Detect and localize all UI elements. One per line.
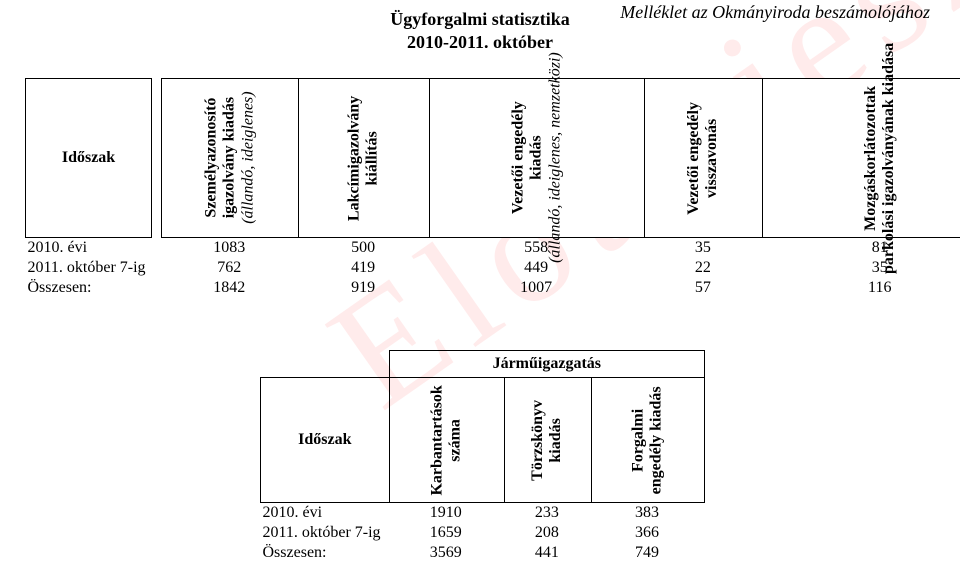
table-row: 2010. évi 1083 500 558 35 81 150 239 (26, 238, 960, 259)
t2-col1-l2: kiadás (548, 400, 566, 481)
t2-r0-c2: 383 (591, 503, 704, 524)
table-row: Összesen: 1842 919 1007 57 116 268 465 (26, 278, 960, 298)
title-line1: Ügyforgalmi statisztika (390, 9, 569, 29)
t1-r2-c4: 116 (763, 278, 960, 298)
blank (261, 351, 390, 378)
t1-col2-l2: kiadás (528, 53, 546, 264)
table-row: 2010. évi 1910 233 383 (261, 503, 705, 524)
t1-col-1: Lakcímigazolvány kiállítás (299, 79, 429, 238)
gap (152, 258, 162, 278)
t2-col0-l2: száma (447, 385, 465, 495)
statistics-table-1: Időszak Személyazonosító igazolvány kiad… (25, 78, 935, 298)
t1-r1-c1: 419 (299, 258, 429, 278)
t2-col-2: Forgalmi engedély kiadás (591, 378, 704, 503)
table-row: 2011. október 7-ig 1659 208 366 (261, 523, 705, 543)
t1-r2-c0: 1842 (162, 278, 299, 298)
t2-r1-c1: 208 (504, 523, 591, 543)
t2-r0-c1: 233 (504, 503, 591, 524)
t1-col2-l1: Vezetői engedély (510, 102, 527, 215)
t1-col4-l2: parkolási igazolványának kiadása (881, 42, 899, 273)
gap (152, 278, 162, 298)
t2-col1-l1: Törzskönyv (530, 400, 547, 481)
t1-r1-c0: 762 (162, 258, 299, 278)
t1-col0-ital: (állandó, ideiglenes) (239, 92, 257, 224)
t2-r1-c0: 1659 (389, 523, 504, 543)
t1-col4-l1: Mozgáskorlátozottak (862, 86, 879, 231)
t2-super-header: Járműigazgatás (389, 351, 704, 378)
t1-col0-l1: Személyazonosító (203, 98, 220, 218)
t1-r0-c3: 35 (645, 238, 763, 259)
t1-r1-c3: 22 (645, 258, 763, 278)
page-title: Ügyforgalmi statisztika 2010-2011. októb… (0, 8, 960, 53)
t2-col2-l1: Forgalmi (630, 408, 647, 471)
t2-r2-c0: 3569 (389, 543, 504, 563)
t2-col-0: Karbantartások száma (389, 378, 504, 503)
t2-r0-c0: 1910 (389, 503, 504, 524)
t2-col2-l2: engedély kiadás (648, 386, 666, 494)
t1-r2-label: Összesen: (26, 278, 152, 298)
gap (152, 79, 162, 238)
t1-r2-c1: 919 (299, 278, 429, 298)
table-row: Összesen: 3569 441 749 (261, 543, 705, 563)
t1-r0-label: 2010. évi (26, 238, 152, 259)
t2-period-header: Időszak (261, 378, 390, 503)
t1-r2-c3: 57 (645, 278, 763, 298)
t2-col-1: Törzskönyv kiadás (504, 378, 591, 503)
table-row: 2011. október 7-ig 762 419 449 22 35 118… (26, 258, 960, 278)
t1-col3-l2: visszavonás (704, 102, 722, 215)
t2-r1-label: 2011. október 7-ig (261, 523, 390, 543)
t2-r2-c2: 749 (591, 543, 704, 563)
t1-col-2: Vezetői engedély kiadás (állandó, ideigl… (429, 79, 645, 238)
t1-col-4: Mozgáskorlátozottak parkolási igazolvány… (763, 79, 960, 238)
t2-col0-l1: Karbantartások (428, 385, 445, 495)
t2-r2-c1: 441 (504, 543, 591, 563)
t1-col3-l1: Vezetői engedély (685, 102, 702, 215)
gap (152, 238, 162, 259)
t1-col0-l2: igazolvány kiadás (221, 92, 239, 224)
t1-col1-l2: kiállítás (364, 95, 382, 220)
statistics-table-2: Járműigazgatás Időszak Karbantartások sz… (260, 350, 705, 563)
t2-r1-c2: 366 (591, 523, 704, 543)
t2-r0-label: 2010. évi (261, 503, 390, 524)
t1-col2-ital: (állandó, ideiglenes, nemzetközi) (546, 53, 564, 264)
t1-col1-l1: Lakcímigazolvány (346, 95, 363, 220)
t1-col-0: Személyazonosító igazolvány kiadás (álla… (162, 79, 299, 238)
t1-r1-label: 2011. október 7-ig (26, 258, 152, 278)
t1-col-3: Vezetői engedély visszavonás (645, 79, 763, 238)
t1-period-header: Időszak (26, 79, 152, 238)
t1-r0-c1: 500 (299, 238, 429, 259)
title-line2: 2010-2011. október (0, 31, 960, 54)
t2-r2-label: Összesen: (261, 543, 390, 563)
t1-r0-c0: 1083 (162, 238, 299, 259)
t1-r2-c2: 1007 (429, 278, 645, 298)
